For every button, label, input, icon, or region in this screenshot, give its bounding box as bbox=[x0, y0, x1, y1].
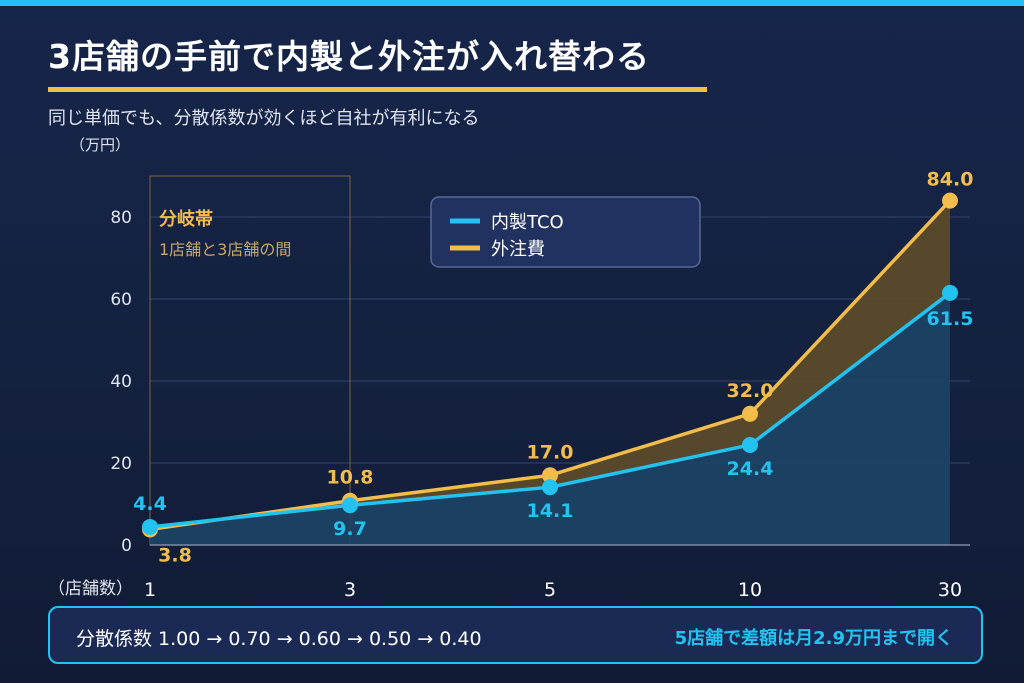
legend-box bbox=[430, 196, 701, 268]
x-tick-label: 1 bbox=[144, 579, 156, 601]
y-tick-label: 60 bbox=[110, 290, 132, 310]
outsource-data-label: 32.0 bbox=[727, 380, 774, 402]
outsource-point bbox=[542, 467, 558, 484]
inhouse-data-label: 14.1 bbox=[527, 500, 574, 522]
footer-summary-box: 分散係数 1.00 → 0.70 → 0.60 → 0.50 → 0.40 5店… bbox=[48, 606, 983, 664]
point-layer bbox=[142, 192, 958, 538]
chart-subtitle: 同じ単価でも、分散係数が効くほど自社が有利になる bbox=[48, 108, 480, 129]
y-axis-unit-label: （万円） bbox=[70, 136, 131, 154]
outsource-point bbox=[742, 405, 758, 422]
dispersion-coefficient-text: 分散係数 1.00 → 0.70 → 0.60 → 0.50 → 0.40 bbox=[76, 628, 482, 650]
inhouse-data-label: 24.4 bbox=[727, 458, 774, 480]
legend: 内製TCO 外注費 bbox=[430, 196, 701, 268]
inhouse-point bbox=[542, 479, 558, 496]
axis-layer: 0 20 40 60 80 1 3 5 10 30 （店舗数） bbox=[48, 208, 970, 601]
x-tick-label: 10 bbox=[738, 579, 762, 601]
outsource-data-label: 3.8 bbox=[158, 544, 192, 566]
outsource-data-label: 10.8 bbox=[327, 467, 374, 489]
title-underline bbox=[48, 87, 707, 92]
inhouse-area bbox=[150, 292, 950, 545]
inhouse-data-label: 61.5 bbox=[927, 308, 974, 330]
difference-callout: 5店舗で差額は月2.9万円まで開く bbox=[674, 628, 953, 649]
x-tick-label: 3 bbox=[344, 579, 356, 601]
inhouse-point bbox=[142, 518, 158, 535]
inhouse-point bbox=[742, 436, 758, 453]
inhouse-data-label: 4.4 bbox=[133, 493, 167, 515]
branch-zone-title: 分岐帯 bbox=[159, 208, 213, 230]
y-tick-label: 80 bbox=[110, 208, 132, 228]
outsource-data-label: 17.0 bbox=[527, 441, 574, 463]
branch-zone-box bbox=[149, 175, 351, 546]
inhouse-data-label: 9.7 bbox=[333, 518, 367, 540]
y-tick-label: 40 bbox=[110, 372, 132, 392]
x-axis-label: （店舗数） bbox=[48, 579, 133, 599]
outsource-point bbox=[942, 192, 958, 209]
legend-label-inhouse: 内製TCO bbox=[491, 212, 564, 233]
label-layer: 4.4 9.7 14.1 24.4 61.5 3.8 10.8 17.0 32.0 84.0 bbox=[133, 169, 973, 567]
annotation-layer: 分岐帯 1店舗と3店舗の間 bbox=[149, 175, 351, 546]
area-layer bbox=[150, 200, 950, 545]
top-accent-bar bbox=[0, 0, 1024, 6]
y-tick-label: 20 bbox=[110, 454, 132, 474]
y-tick-label: 0 bbox=[121, 536, 132, 556]
x-tick-label: 30 bbox=[938, 579, 962, 601]
x-tick-label: 5 bbox=[544, 579, 556, 601]
inhouse-point bbox=[942, 284, 958, 301]
chart-title: 3店舗の手前で内製と外注が入れ替わる bbox=[48, 37, 650, 76]
inhouse-point bbox=[342, 497, 358, 514]
branch-zone-text: 1店舗と3店舗の間 bbox=[159, 240, 291, 259]
legend-label-outsource: 外注費 bbox=[491, 239, 545, 260]
outsource-data-label: 84.0 bbox=[927, 169, 974, 191]
